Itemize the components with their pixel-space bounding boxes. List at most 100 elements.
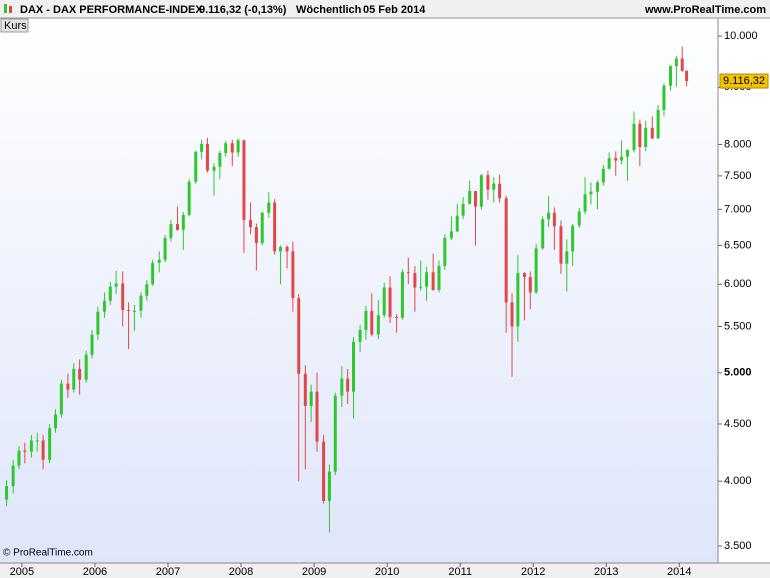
y-tick-label: 8.000 xyxy=(724,138,752,150)
body xyxy=(614,158,618,161)
copyright: © ProRealTime.com xyxy=(3,548,93,559)
last-value-label: 9.116,32 xyxy=(723,75,765,87)
body xyxy=(78,368,82,380)
body xyxy=(163,237,167,260)
price-bars xyxy=(5,46,689,533)
body xyxy=(419,286,423,288)
body xyxy=(443,237,447,266)
body xyxy=(547,212,551,220)
body xyxy=(194,151,198,182)
body xyxy=(400,272,404,318)
body xyxy=(680,58,684,71)
body xyxy=(157,259,161,263)
body xyxy=(650,127,654,139)
body xyxy=(685,70,689,82)
body xyxy=(273,202,277,252)
body xyxy=(205,143,209,171)
body xyxy=(41,440,45,460)
body xyxy=(315,391,319,442)
body xyxy=(382,287,386,316)
price-text: 9.116,32 (-0,13%) xyxy=(199,4,287,16)
body xyxy=(23,450,27,452)
body xyxy=(583,194,587,212)
body xyxy=(376,315,380,335)
body xyxy=(479,175,483,207)
body xyxy=(541,219,545,249)
body xyxy=(72,368,76,390)
body xyxy=(212,166,216,171)
body xyxy=(589,191,593,195)
body xyxy=(413,273,417,288)
body xyxy=(151,262,155,285)
body xyxy=(468,190,472,204)
y-tick-label: 10.000 xyxy=(724,30,758,42)
last-value-box xyxy=(719,73,769,89)
body xyxy=(291,251,295,299)
body xyxy=(364,310,368,331)
body xyxy=(449,231,453,238)
body xyxy=(102,300,106,312)
body xyxy=(516,273,520,327)
body xyxy=(431,272,435,290)
body xyxy=(48,428,52,460)
x-tick-label: 2005 xyxy=(10,566,34,578)
body xyxy=(333,395,337,472)
body xyxy=(5,486,9,500)
body xyxy=(254,227,258,244)
body xyxy=(565,251,569,264)
series-label-box xyxy=(0,18,29,33)
date: 05 Feb 2014 xyxy=(363,4,426,16)
y-tick-label: 3.500 xyxy=(724,540,752,552)
body xyxy=(96,311,100,335)
body xyxy=(145,284,149,296)
body xyxy=(577,211,581,226)
body xyxy=(230,143,234,153)
body xyxy=(674,58,678,67)
y-axis-area xyxy=(718,18,770,563)
body xyxy=(461,203,465,216)
body xyxy=(114,283,118,287)
series-label: Kurs xyxy=(4,20,27,32)
body xyxy=(656,109,660,139)
body xyxy=(620,156,624,161)
body xyxy=(571,225,575,252)
y-tick-label: 7.500 xyxy=(724,170,752,182)
body xyxy=(90,334,94,355)
body xyxy=(139,295,143,311)
body xyxy=(327,471,331,502)
x-tick-label: 2012 xyxy=(521,566,545,578)
body xyxy=(352,341,356,392)
body xyxy=(406,272,410,274)
body xyxy=(297,298,301,374)
x-tick-label: 2008 xyxy=(229,566,253,578)
y-tick-label: 5.000 xyxy=(724,367,752,379)
body xyxy=(322,441,326,502)
body xyxy=(552,212,556,227)
x-tick-label: 2011 xyxy=(448,566,472,578)
body xyxy=(175,224,179,230)
body xyxy=(638,123,642,147)
body xyxy=(29,440,33,452)
body xyxy=(285,246,289,252)
body xyxy=(455,215,459,232)
y-tick-label: 5.500 xyxy=(724,320,752,332)
body xyxy=(625,150,629,157)
body xyxy=(601,168,605,183)
body xyxy=(522,273,526,278)
body xyxy=(498,183,502,199)
y-tick-label: 4.000 xyxy=(724,475,752,487)
body xyxy=(169,224,173,238)
x-tick-label: 2014 xyxy=(667,566,691,578)
body xyxy=(559,226,563,264)
body xyxy=(278,246,282,252)
body xyxy=(510,302,514,327)
body xyxy=(486,175,490,190)
y-tick-label: 7.000 xyxy=(724,203,752,215)
body xyxy=(644,127,648,147)
body xyxy=(200,143,204,152)
body xyxy=(358,330,362,342)
x-tick-label: 2013 xyxy=(594,566,618,578)
body xyxy=(260,212,264,244)
body xyxy=(66,383,70,390)
